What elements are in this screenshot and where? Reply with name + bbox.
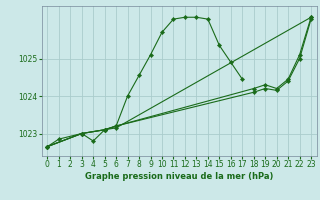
X-axis label: Graphe pression niveau de la mer (hPa): Graphe pression niveau de la mer (hPa) [85, 172, 273, 181]
